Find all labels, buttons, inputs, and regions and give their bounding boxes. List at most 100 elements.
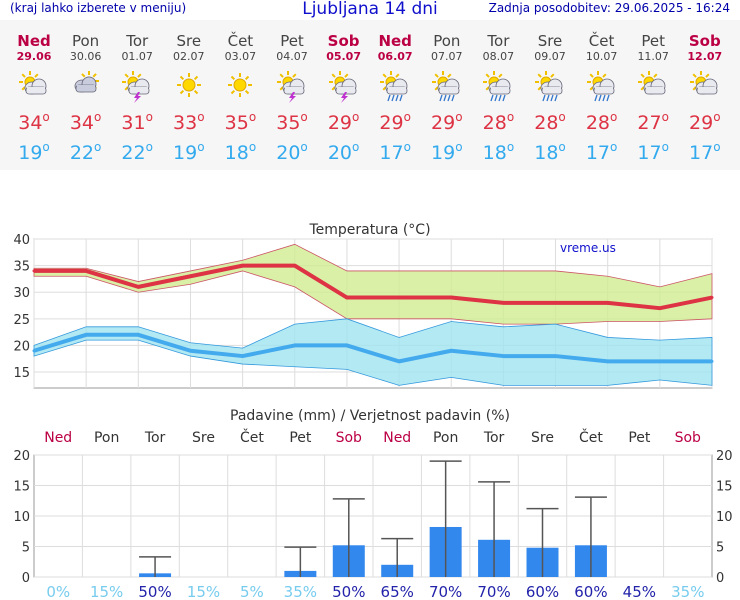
day-name: Čet <box>227 32 254 50</box>
day-column: Sob 12.07 29o 17o <box>679 20 731 170</box>
min-temperature: 18o <box>534 140 566 164</box>
day-date: 08.07 <box>482 50 515 63</box>
min-temperature-value: 18 <box>534 142 559 164</box>
min-temperature: 17o <box>689 140 721 164</box>
x-tick-label: Pet <box>289 430 312 446</box>
day-date: 04.07 <box>276 50 308 63</box>
max-temperature-point <box>84 269 88 273</box>
day-name: Pon <box>433 32 461 50</box>
day-date: 29.06 <box>16 50 52 63</box>
location-menu-hint[interactable]: (kraj lahko izberete v meniju) <box>10 1 187 15</box>
max-temperature-value: 34 <box>69 112 95 134</box>
max-temperature-value: 31 <box>121 112 146 134</box>
min-temperature-point <box>658 359 662 363</box>
x-tick-label: Čet <box>240 428 264 446</box>
sun-cloud-icon <box>19 70 49 104</box>
y-tick-label-right: 20 <box>716 449 733 464</box>
day-column: Sob 05.07 29o 20o <box>318 20 370 170</box>
min-temperature: 22o <box>69 140 102 164</box>
day-column: Pon 30.06 34o 22o <box>60 20 112 170</box>
min-temperature-point <box>32 349 36 353</box>
day-name: Sob <box>327 32 360 50</box>
precipitation-probability: 70% <box>477 583 510 600</box>
day-name: Ned <box>17 32 51 50</box>
y-tick-label: 15 <box>13 366 30 381</box>
x-tick-label: Sob <box>675 430 701 446</box>
x-tick-label: Pet <box>628 430 651 446</box>
min-temperature: 17o <box>585 140 618 164</box>
sun-rain-icon <box>431 70 462 104</box>
day-name: Pet <box>641 32 665 50</box>
sun-rain-icon <box>483 70 513 104</box>
x-tick-label: Sob <box>336 430 362 446</box>
max-temperature: 29o <box>689 110 721 134</box>
precipitation-probability: 70% <box>429 583 462 600</box>
min-temperature: 19o <box>173 140 205 164</box>
precipitation-probability: 60% <box>526 583 559 600</box>
y-tick-label-left: 0 <box>22 571 30 586</box>
precipitation-probability: 15% <box>90 583 123 600</box>
max-temperature-point <box>501 301 505 305</box>
day-name: Sob <box>688 32 721 50</box>
day-date: 09.07 <box>534 50 566 63</box>
min-temperature-point <box>710 359 714 363</box>
max-temperature: 29o <box>327 110 360 134</box>
min-temperature-point <box>554 354 558 358</box>
min-temperature: 18o <box>482 140 515 164</box>
max-temperature-value: 28 <box>482 112 507 134</box>
max-temperature-value: 29 <box>327 112 353 134</box>
max-temperature-point <box>449 296 453 300</box>
day-date: 02.07 <box>173 50 205 63</box>
min-temperature-point <box>606 359 610 363</box>
max-temperature-point <box>241 264 245 268</box>
watermark: vreme.us <box>560 241 616 255</box>
precipitation-probability: 0% <box>46 583 70 600</box>
cloudy-icon <box>71 70 101 104</box>
y-tick-label: 25 <box>13 313 30 328</box>
min-temperature-point <box>345 343 349 347</box>
max-temperature: 28o <box>534 110 566 134</box>
day-date: 06.07 <box>377 50 413 63</box>
x-tick-label: Tor <box>144 430 166 446</box>
max-temperature-point <box>606 301 610 305</box>
day-date: 07.07 <box>431 50 463 63</box>
day-column: Pon 07.07 29o 19o <box>421 20 473 170</box>
min-temperature-value: 18 <box>224 142 249 164</box>
day-name: Pon <box>71 32 100 50</box>
max-temperature-value: 29 <box>689 112 714 134</box>
day-date: 30.06 <box>69 50 102 63</box>
sun-cloud-icon <box>689 70 720 104</box>
max-temperature: 35o <box>224 110 257 134</box>
min-temperature: 18o <box>224 140 257 164</box>
day-column: Čet 10.07 28o 17o <box>576 20 628 170</box>
max-temperature: 29o <box>379 110 411 134</box>
sun-storm-icon <box>277 70 307 104</box>
day-name: Pet <box>280 32 304 50</box>
sun-rain-icon <box>380 70 410 104</box>
day-column: Ned 29.06 34o 19o <box>8 20 60 170</box>
y-tick-label-left: 20 <box>13 449 30 464</box>
y-tick-label: 35 <box>13 260 30 275</box>
min-temperature-point <box>449 349 453 353</box>
max-temperature-point <box>293 264 297 268</box>
y-tick-label: 20 <box>13 339 30 354</box>
x-tick-label: Čet <box>579 428 603 446</box>
max-temperature-point <box>136 285 140 289</box>
sun-storm-icon <box>122 70 152 104</box>
precipitation-probability: 35% <box>671 583 704 600</box>
max-temperature-point <box>710 296 714 300</box>
max-temperature-point <box>397 296 401 300</box>
min-temperature-value: 17 <box>689 142 714 164</box>
sun-icon <box>174 70 204 104</box>
day-column: Sre 09.07 28o 18o <box>524 20 576 170</box>
max-temperature: 35o <box>276 110 308 134</box>
day-name: Tor <box>487 32 510 50</box>
min-temperature-value: 17 <box>379 142 404 164</box>
x-tick-label: Tor <box>483 430 505 446</box>
y-tick-label-left: 10 <box>13 510 30 525</box>
y-tick-label-right: 5 <box>716 541 724 556</box>
sun-icon <box>225 70 255 104</box>
min-temperature-value: 17 <box>585 142 611 164</box>
min-temperature-point <box>188 349 192 353</box>
day-date: 12.07 <box>687 50 723 63</box>
